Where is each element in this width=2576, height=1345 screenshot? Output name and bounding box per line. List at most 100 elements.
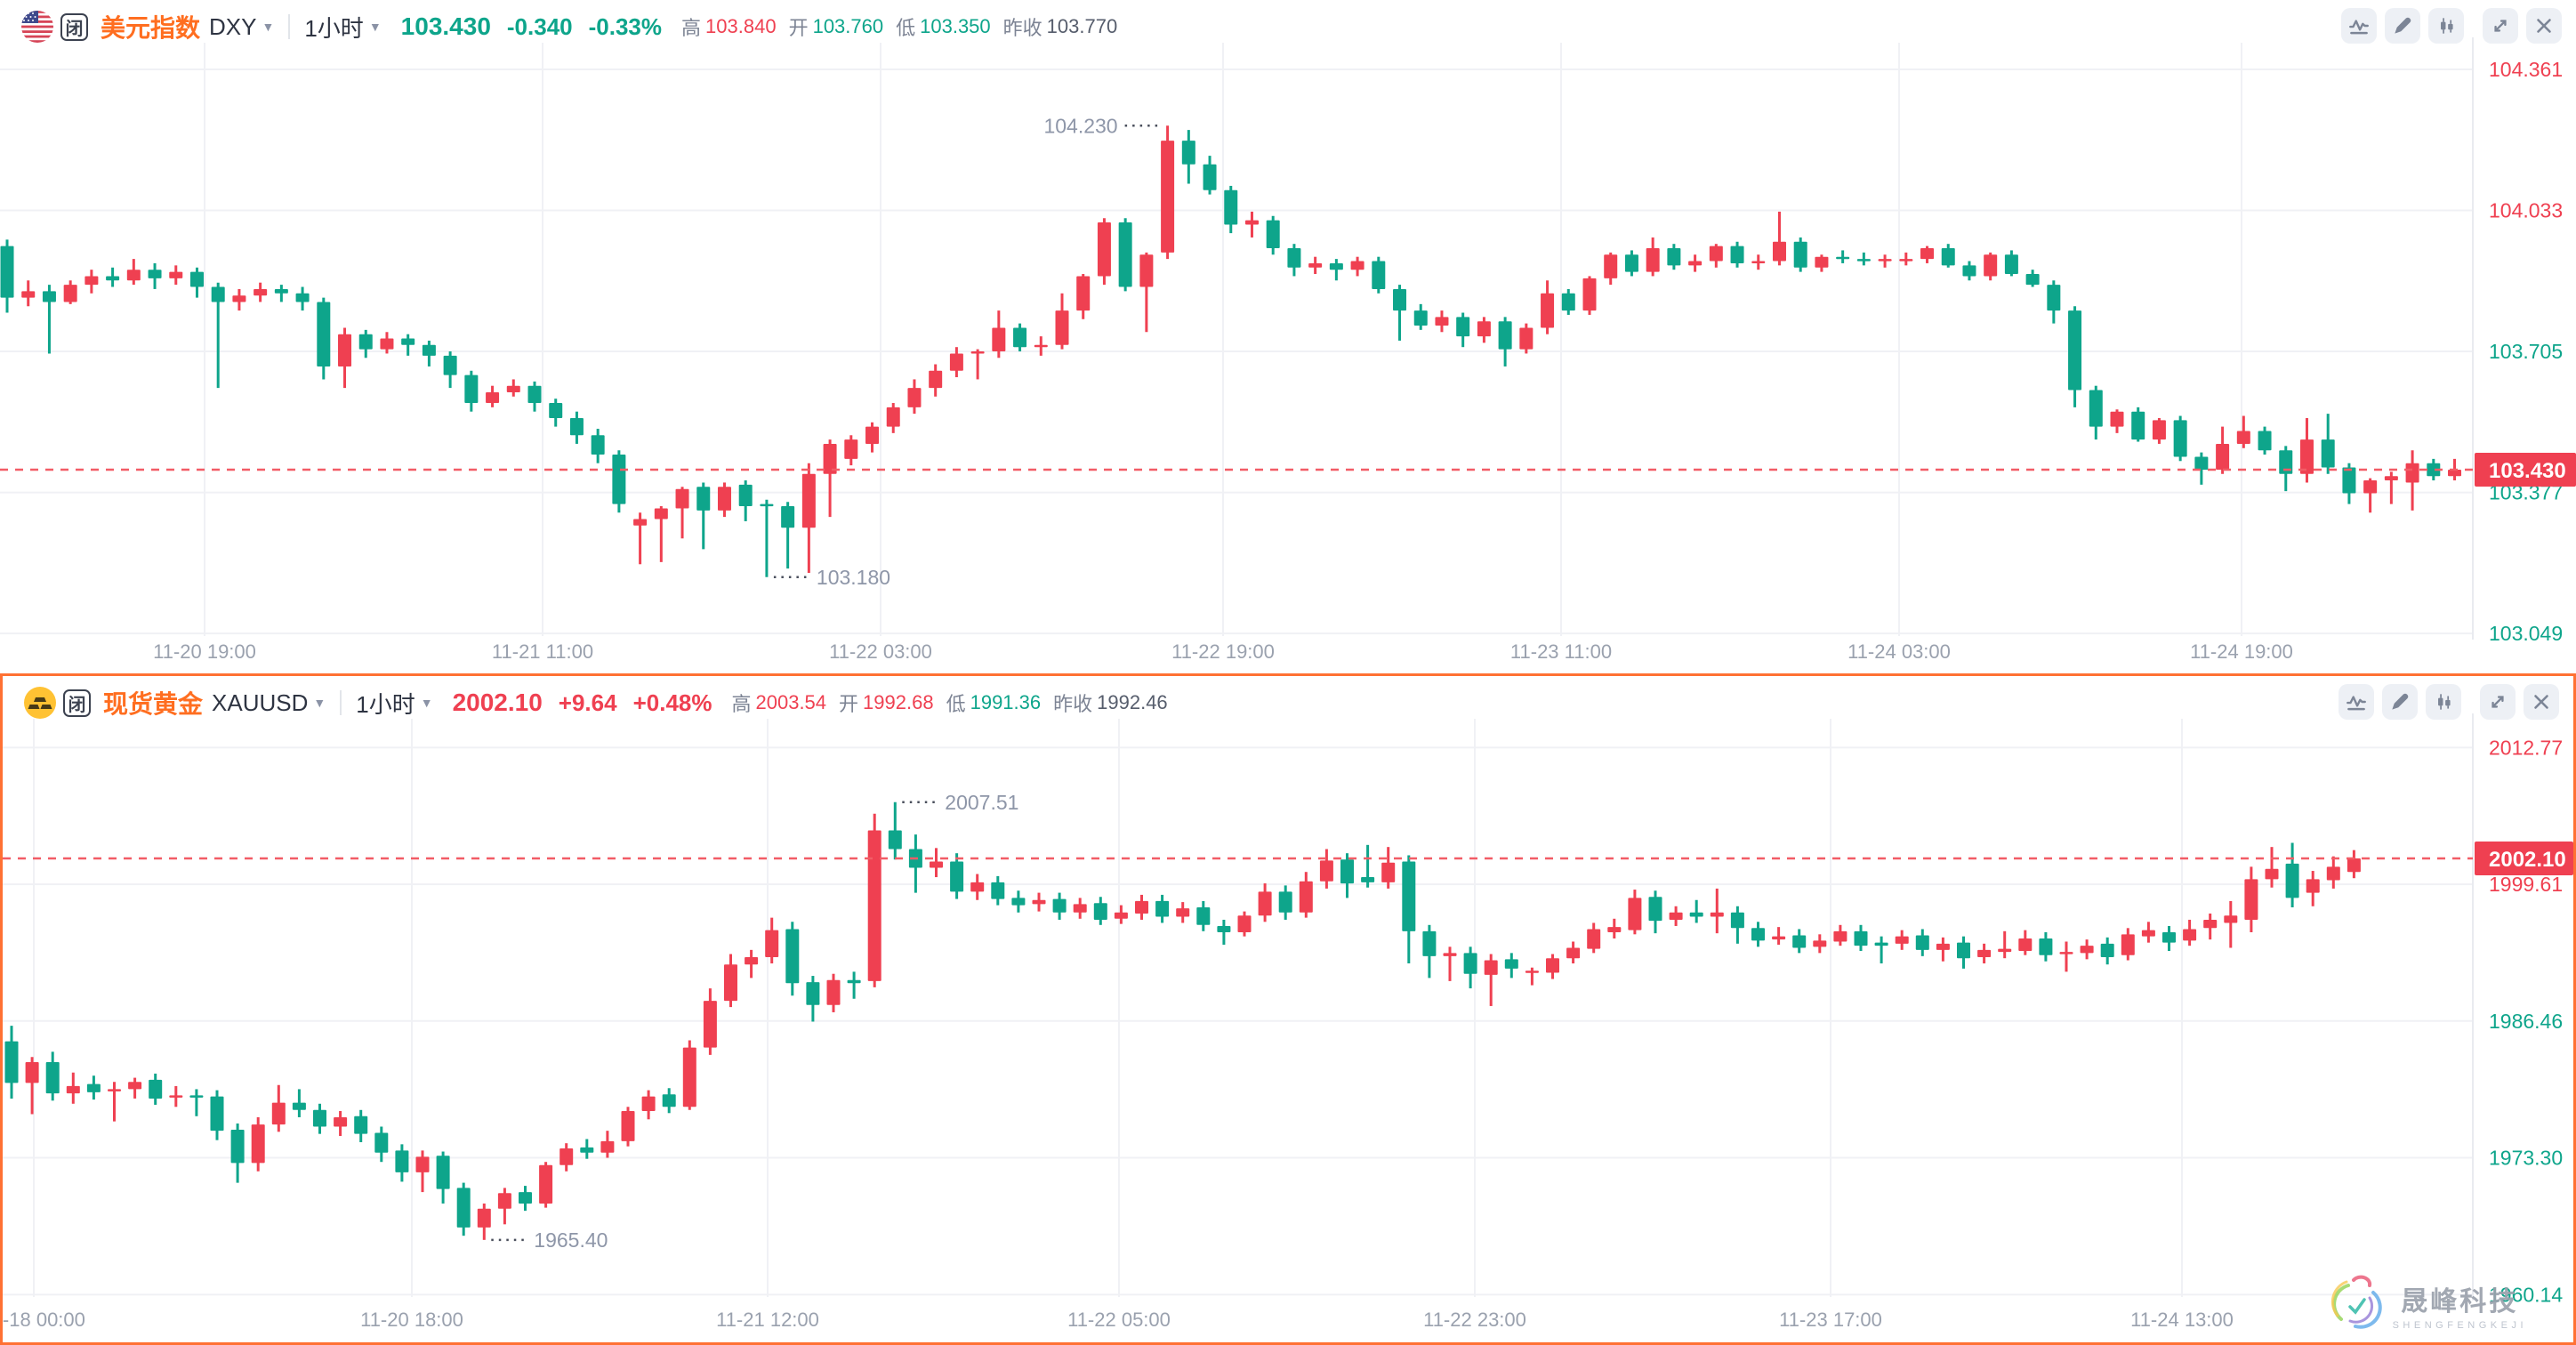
candle-body [422, 344, 436, 356]
pulse-line-icon [2349, 20, 2369, 35]
close-button[interactable] [2524, 684, 2559, 720]
candle-body [1329, 262, 1343, 270]
candle-body [1730, 912, 1744, 929]
candlestick-chart-gold[interactable]: 2007.51 1965.40 2012.77 1999.61 1986.46 1973.… [3, 676, 2573, 1342]
candle-body [1587, 929, 1601, 949]
candle-body [1628, 898, 1642, 930]
candle-style-button[interactable] [2428, 8, 2464, 44]
candle-body [1463, 953, 1477, 974]
candle-body [25, 1062, 39, 1083]
candle-body [108, 1089, 121, 1091]
candle-body [2216, 443, 2230, 470]
stat-value-low: 103.350 [920, 15, 991, 37]
panel-header-gold: 闭 现货黄金 XAUUSD ▼ 1小时 ▼ 2002.10 +9.64 +0.4… [24, 685, 1180, 721]
candle-body [519, 1192, 532, 1204]
candle-body [334, 1116, 348, 1127]
candle-body [717, 487, 731, 511]
candle-style-button[interactable] [2426, 684, 2461, 720]
watermark-logo: 晟峰科技 SHENGFENGKEJI [2323, 1273, 2527, 1337]
candlestick-chart-dxy[interactable]: 104.230 103.180 104.361 104.033 103.705 103.3… [0, 0, 2576, 673]
stat-label-high: 高 [731, 693, 752, 715]
fullscreen-button[interactable] [2480, 684, 2516, 720]
candle-body [2244, 879, 2258, 920]
draw-button[interactable] [2382, 684, 2418, 720]
candle-body [1813, 940, 1827, 947]
candle-body [1244, 220, 1259, 225]
candle-body [169, 271, 183, 278]
annotation-label: 104.230 [1043, 114, 1117, 137]
candle-body [1772, 241, 1786, 262]
candle-body [169, 1095, 183, 1098]
candle-body [1751, 261, 1766, 264]
indicator-button[interactable] [2341, 8, 2377, 44]
candle-body [1977, 949, 1992, 958]
candle-body [443, 355, 457, 375]
candle-body [0, 246, 14, 298]
candle-body [1011, 898, 1026, 906]
candle-body [2265, 868, 2279, 880]
candle-body [662, 1094, 676, 1107]
x-axis-time-label: 11-24 19:00 [2190, 640, 2293, 663]
candle-body [1097, 222, 1111, 277]
candle-body [654, 508, 668, 519]
candle-body [1648, 897, 1662, 922]
candle-body [354, 1115, 368, 1134]
candle-body [641, 1096, 656, 1111]
candle-body [1361, 877, 1375, 882]
candle-body [1076, 276, 1091, 311]
candle-body [1161, 141, 1175, 253]
chevron-down-icon[interactable]: ▼ [368, 20, 382, 34]
candle-body [1874, 942, 1888, 946]
candle-body [1224, 189, 1238, 225]
candle-body [950, 861, 964, 892]
timeframe-selector[interactable]: 1小时 [356, 690, 415, 718]
stat-label-low: 低 [896, 17, 916, 39]
chevron-down-icon[interactable]: ▼ [262, 20, 275, 34]
instrument-title: 美元指数 [101, 14, 201, 42]
close-icon [2537, 19, 2551, 33]
close-button[interactable] [2526, 8, 2562, 44]
candle-body [2121, 934, 2135, 955]
candle-body [1118, 222, 1132, 287]
y-axis-label: 104.361 [2489, 58, 2563, 81]
candle-body [549, 403, 563, 418]
us-flag-icon [21, 11, 53, 43]
candle-body [600, 1140, 615, 1153]
chevron-down-icon[interactable]: ▼ [420, 696, 433, 710]
candle-body [738, 484, 753, 507]
chevron-down-icon[interactable]: ▼ [313, 696, 326, 710]
candle-body [2279, 450, 2293, 474]
fullscreen-button[interactable] [2483, 8, 2518, 44]
candle-body [486, 391, 500, 404]
candle-body [1895, 936, 1909, 944]
divider [288, 14, 291, 39]
candle-body [1350, 261, 1364, 270]
candle-body [1422, 930, 1437, 956]
candle-body [1962, 265, 1976, 277]
instrument-symbol[interactable]: XAUUSD [212, 689, 309, 716]
candle-body [148, 270, 162, 278]
candle-body [1878, 259, 1892, 262]
draw-button[interactable] [2385, 8, 2420, 44]
timeframe-selector[interactable]: 1小时 [304, 14, 364, 42]
candle-body [292, 1102, 306, 1110]
instrument-symbol[interactable]: DXY [209, 12, 257, 40]
candle-body [1566, 947, 1581, 959]
candle-body [2427, 463, 2441, 477]
candle-body [760, 503, 774, 507]
candles-icon [2438, 694, 2451, 710]
annotation-label: 1965.40 [534, 1228, 608, 1252]
current-price-badge-label: 2002.10 [2489, 848, 2566, 872]
chart-panel-gold-selected: 2007.51 1965.40 2012.77 1999.61 1986.46 1973.… [0, 673, 2576, 1345]
candle-body [106, 276, 120, 281]
candle-body [785, 929, 800, 984]
candle-body [21, 291, 36, 298]
indicator-button[interactable] [2339, 684, 2374, 720]
candle-body [724, 964, 737, 1002]
candle-body [1013, 327, 1027, 348]
candle-body [1073, 904, 1087, 913]
candle-body [765, 930, 779, 958]
candle-body [1833, 930, 1847, 942]
candle-body [63, 285, 77, 302]
candle-body [232, 295, 246, 302]
